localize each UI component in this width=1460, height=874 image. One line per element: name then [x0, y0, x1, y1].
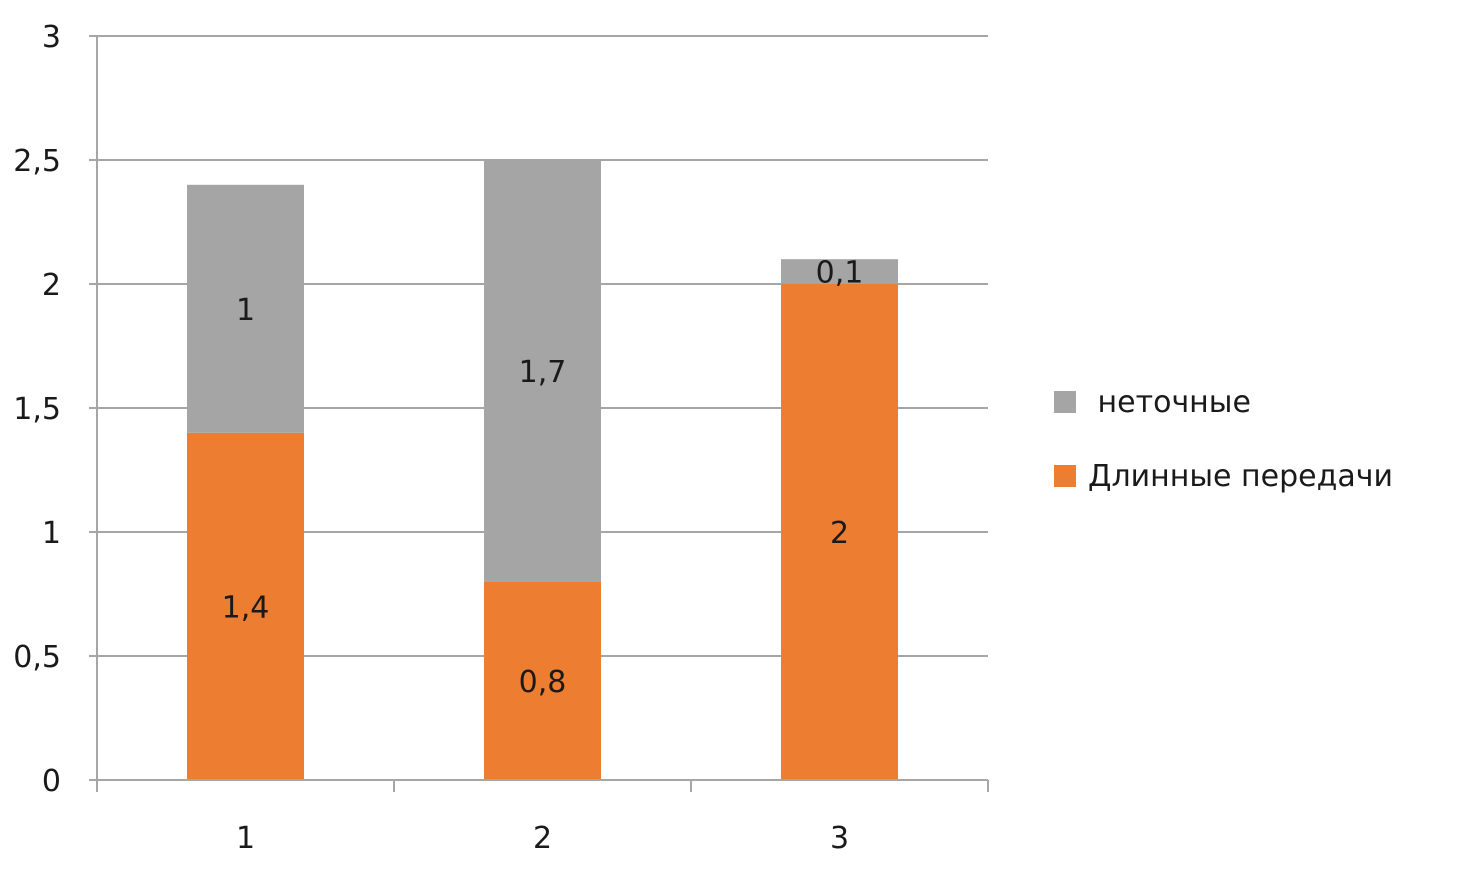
y-tick-label: 1	[42, 516, 61, 551]
x-tick-label: 1	[236, 821, 255, 856]
data-label: 1,4	[222, 590, 270, 625]
bar-segment-long-passes	[484, 581, 601, 780]
axes	[89, 35, 989, 792]
y-tick-label: 3	[42, 20, 61, 55]
x-tick-label: 3	[830, 821, 849, 856]
bar-stacks	[187, 160, 898, 780]
data-label: 0,8	[519, 665, 567, 700]
bar-segment-inaccurate	[781, 259, 898, 284]
legend-item-long-passes: Длинные передачи	[1054, 457, 1454, 495]
y-tick-label: 0,5	[13, 640, 61, 675]
legend: неточные Длинные передачи	[1054, 383, 1454, 531]
x-tick-label: 2	[533, 821, 552, 856]
y-tick-label: 2	[42, 268, 61, 303]
y-tick-label: 0	[42, 764, 61, 799]
chart-labels: 0 0,5 1 1,5 2 2,5 3 1,4 1 1 0,8 1,7 2 2 0,1 3	[13, 20, 863, 856]
bar-segment-long-passes	[187, 432, 304, 780]
legend-swatch-inaccurate	[1054, 391, 1076, 413]
legend-swatch-long-passes	[1054, 465, 1076, 487]
legend-label-inaccurate: неточные	[1088, 384, 1251, 420]
bar-segment-long-passes	[781, 284, 898, 780]
y-tick-label: 1,5	[13, 392, 61, 427]
y-tick-label: 2,5	[13, 144, 61, 179]
data-label: 1,7	[519, 355, 567, 390]
legend-item-inaccurate: неточные	[1054, 383, 1454, 421]
data-label: 1	[236, 293, 255, 328]
data-label: 2	[830, 516, 849, 551]
bar-segment-inaccurate	[484, 160, 601, 582]
data-label: 0,1	[816, 256, 864, 291]
bar-segment-inaccurate	[187, 184, 304, 433]
legend-label-long-passes: Длинные передачи	[1088, 458, 1393, 494]
